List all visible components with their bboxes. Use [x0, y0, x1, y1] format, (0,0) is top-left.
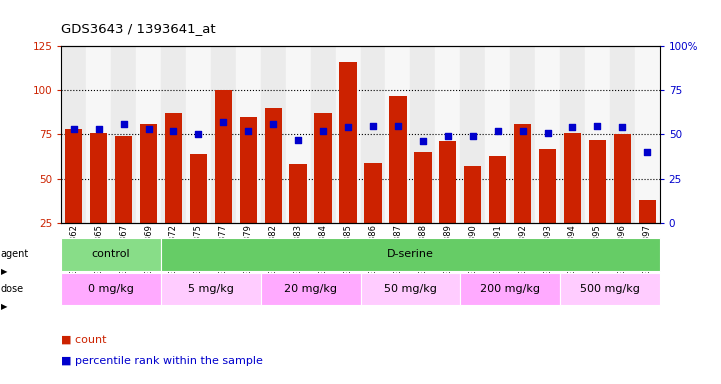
Text: 500 mg/kg: 500 mg/kg [580, 284, 640, 294]
Point [442, 133, 454, 139]
Bar [314, 113, 332, 267]
Bar [585, 46, 610, 223]
Text: 50 mg/kg: 50 mg/kg [384, 284, 437, 294]
Bar [414, 152, 432, 267]
Point [242, 128, 254, 134]
Bar [61, 46, 87, 223]
Bar [460, 46, 485, 223]
Text: GDS3643 / 1393641_at: GDS3643 / 1393641_at [61, 22, 216, 35]
Point [342, 124, 354, 131]
Bar [165, 113, 182, 267]
Point [267, 121, 279, 127]
Bar [489, 156, 506, 267]
Bar [265, 108, 282, 267]
Bar [115, 136, 133, 267]
Bar [386, 46, 410, 223]
Text: control: control [92, 249, 131, 260]
Point [592, 122, 603, 129]
Bar [111, 46, 136, 223]
Text: 0 mg/kg: 0 mg/kg [88, 284, 134, 294]
Point [367, 122, 379, 129]
Bar [215, 90, 232, 267]
Point [143, 126, 154, 132]
Point [168, 128, 180, 134]
Bar [610, 46, 634, 223]
Point [417, 138, 428, 144]
Point [517, 128, 528, 134]
Point [293, 137, 304, 143]
Bar [360, 46, 386, 223]
Bar [460, 273, 560, 305]
Bar [389, 96, 407, 267]
Bar [360, 273, 460, 305]
Bar [485, 46, 510, 223]
Bar [87, 46, 111, 223]
Bar [364, 163, 381, 267]
Point [567, 124, 578, 131]
Bar [340, 62, 357, 267]
Bar [190, 154, 207, 267]
Bar [435, 46, 460, 223]
Bar [634, 46, 660, 223]
Bar [161, 46, 186, 223]
Bar [161, 238, 660, 271]
Point [218, 119, 229, 125]
Bar [286, 46, 311, 223]
Bar [61, 238, 161, 271]
Text: agent: agent [1, 249, 29, 260]
Text: dose: dose [1, 284, 24, 294]
Bar [140, 124, 157, 267]
Bar [510, 46, 535, 223]
Point [392, 122, 404, 129]
Point [93, 126, 105, 132]
Text: ■ count: ■ count [61, 335, 107, 345]
Bar [239, 117, 257, 267]
Bar [289, 164, 307, 267]
Bar [335, 46, 360, 223]
Point [642, 149, 653, 155]
Point [193, 131, 204, 137]
Point [541, 129, 553, 136]
Bar [261, 273, 360, 305]
Point [118, 121, 129, 127]
Bar [588, 140, 606, 267]
Text: 5 mg/kg: 5 mg/kg [188, 284, 234, 294]
Text: ■ percentile rank within the sample: ■ percentile rank within the sample [61, 356, 263, 366]
Bar [464, 166, 482, 267]
Bar [514, 124, 531, 267]
Bar [236, 46, 261, 223]
Point [492, 128, 503, 134]
Text: ▶: ▶ [1, 267, 7, 276]
Bar [564, 132, 581, 267]
Bar [639, 200, 656, 267]
Bar [539, 149, 556, 267]
Point [616, 124, 628, 131]
Text: 200 mg/kg: 200 mg/kg [480, 284, 540, 294]
Bar [161, 273, 261, 305]
Text: 20 mg/kg: 20 mg/kg [284, 284, 337, 294]
Text: D-serine: D-serine [387, 249, 434, 260]
Text: ▶: ▶ [1, 302, 7, 311]
Bar [410, 46, 435, 223]
Bar [535, 46, 560, 223]
Bar [90, 132, 107, 267]
Bar [614, 134, 631, 267]
Point [68, 126, 79, 132]
Bar [311, 46, 335, 223]
Bar [560, 46, 585, 223]
Point [317, 128, 329, 134]
Bar [560, 273, 660, 305]
Bar [186, 46, 211, 223]
Bar [211, 46, 236, 223]
Bar [136, 46, 161, 223]
Bar [261, 46, 286, 223]
Bar [439, 141, 456, 267]
Point [467, 133, 479, 139]
Bar [65, 129, 82, 267]
Bar [61, 273, 161, 305]
